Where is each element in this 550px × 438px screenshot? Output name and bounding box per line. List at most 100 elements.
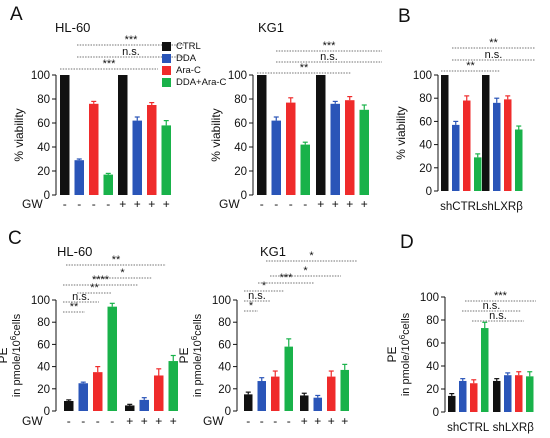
significance-label: ** (70, 301, 79, 313)
y-tick-label: 60 (37, 339, 50, 351)
legend-label: Ara-C (176, 64, 201, 76)
chart-title-a-kg1: KG1 (258, 20, 285, 35)
y-axis-label-unit: in pmole/106cells (398, 312, 412, 396)
bar (60, 75, 70, 195)
gw-mark: - (110, 414, 114, 428)
legend-swatch-dda (162, 53, 171, 63)
legend-item: CTRL (162, 40, 226, 52)
bar (463, 100, 471, 191)
significance-label: * (120, 267, 125, 279)
significance-label: *** (125, 34, 139, 46)
y-tick-label: 20 (419, 163, 432, 175)
y-tick-label: 40 (37, 362, 50, 374)
significance-label: n.s. (485, 49, 503, 61)
bar (257, 381, 266, 411)
bar (93, 372, 103, 411)
bar (271, 120, 281, 195)
bar (147, 105, 157, 195)
gw-row-label: GW (203, 414, 224, 428)
y-tick-label: 60 (426, 338, 439, 350)
y-tick-label: 100 (228, 70, 247, 82)
gw-row-label: GW (22, 414, 43, 428)
bar (493, 380, 501, 412)
bar (313, 397, 322, 411)
gw-row-label: GW (219, 197, 240, 211)
significance-label: ** (466, 60, 475, 72)
gw-mark: - (106, 197, 110, 211)
y-tick-label: 0 (44, 406, 50, 418)
y-tick-label: 100 (420, 292, 439, 304)
legend-label: DDA+Ara-C (176, 76, 227, 88)
y-tick-label: 100 (413, 70, 432, 82)
bar (284, 346, 293, 411)
significance-label: *** (494, 290, 508, 302)
bar (330, 103, 340, 195)
bar (459, 380, 467, 412)
significance-label: ** (90, 282, 99, 294)
significance-label: n.s. (72, 291, 90, 303)
significance-label: *** (103, 58, 117, 70)
bar (526, 376, 534, 412)
bar (118, 75, 128, 195)
y-tick-label: 40 (218, 362, 231, 374)
y-axis-label-unit: in pmole/106cells (190, 313, 204, 397)
significance-label: n.s. (483, 300, 501, 312)
chart-title-c-hl60: HL-60 (57, 244, 93, 259)
y-tick-label: 80 (218, 317, 231, 329)
gw-mark: + (328, 414, 335, 428)
bar (257, 75, 267, 195)
y-tick-label: 100 (212, 295, 231, 307)
y-tick-label: 40 (426, 361, 439, 373)
y-tick-label: 20 (37, 384, 50, 396)
y-tick-label: 40 (37, 142, 50, 154)
gw-mark: - (289, 197, 293, 211)
bar (481, 328, 489, 412)
bar (286, 102, 296, 195)
bar (74, 160, 84, 195)
gw-mark: - (67, 414, 71, 428)
gw-mark: - (92, 197, 96, 211)
y-tick-label: 20 (37, 166, 50, 178)
gw-mark: + (170, 414, 177, 428)
gw-mark: - (63, 197, 67, 211)
y-tick-label: 0 (426, 186, 432, 198)
y-tick-label: 80 (234, 94, 247, 106)
y-axis-label: PE (385, 346, 399, 362)
bar (125, 405, 135, 411)
legend-item: DDA+Ara-C (162, 76, 226, 88)
x-group-label: shLXRβ (482, 201, 524, 213)
y-axis-label: PE (177, 347, 191, 363)
gw-row-label: GW (22, 197, 43, 211)
significance-label: ** (300, 62, 309, 74)
y-tick-label: 60 (419, 116, 432, 128)
bar (493, 102, 501, 191)
gw-mark: + (346, 197, 353, 211)
gw-mark: + (301, 414, 308, 428)
legend-swatch-arac (162, 65, 171, 75)
gw-mark: + (141, 414, 148, 428)
y-tick-label: 60 (234, 118, 247, 130)
chart-title-c-kg1: KG1 (260, 244, 287, 259)
bar (89, 103, 99, 195)
bar (340, 369, 349, 411)
y-tick-label: 0 (225, 406, 231, 418)
gw-mark: + (134, 197, 141, 211)
bar (515, 375, 523, 412)
y-tick-label: 80 (419, 93, 432, 105)
y-tick-label: 40 (234, 142, 247, 154)
bar (78, 383, 88, 411)
bar (107, 306, 117, 411)
gw-mark: - (96, 414, 100, 428)
y-tick-label: 80 (37, 317, 50, 329)
y-tick-label: 100 (31, 295, 50, 307)
y-axis-label: % viability (12, 108, 26, 161)
significance-label: ** (112, 254, 121, 266)
gw-mark: - (81, 414, 85, 428)
chart-title-a-hl60: HL-60 (55, 20, 91, 35)
gw-mark: - (273, 414, 277, 428)
y-tick-label: 60 (218, 339, 231, 351)
legend: CTRL DDA Ara-C DDA+Ara-C (162, 40, 226, 88)
y-tick-label: 80 (426, 315, 439, 327)
panel-letter-c: C (8, 228, 22, 249)
bar (345, 100, 355, 195)
